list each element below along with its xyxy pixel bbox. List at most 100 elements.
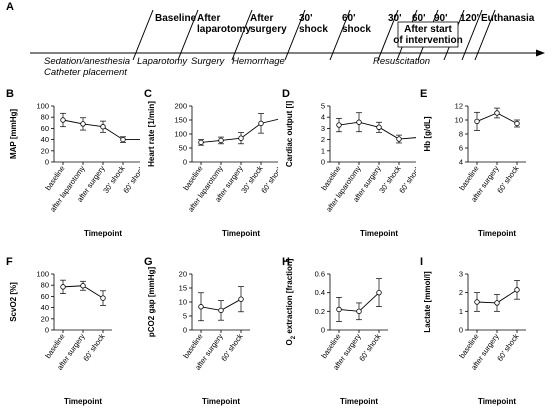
y-tick-label-0: 0	[321, 326, 325, 335]
y-tick-label-0: 0	[321, 158, 325, 167]
x-axis-label: Timepoint	[64, 397, 102, 406]
data-point-0	[198, 304, 204, 310]
y-tick-label-2: 100	[174, 130, 187, 139]
y-tick-label-2: 10	[179, 298, 187, 307]
panel-d: D 0 1 2 3 4 5 Cardiac output [l] baseline after …	[278, 86, 428, 248]
data-point-0	[60, 284, 66, 290]
y-tick-label-0: 0	[183, 158, 187, 167]
phase-label-laparotomy: Laparotomy	[137, 56, 188, 67]
y-tick-label-3: 10	[455, 116, 463, 125]
y-tick-label-1: 0.2	[315, 307, 325, 316]
timeline-label-r60: 60'	[412, 13, 426, 24]
panel-label-b: B	[6, 88, 14, 100]
y-tick-label-4: 12	[455, 102, 463, 111]
series-line	[338, 121, 420, 140]
y-tick-label-0: 4	[459, 158, 463, 167]
data-point-0	[198, 139, 204, 146]
timeline-label-r30-line-0: 30'	[388, 13, 402, 24]
y-tick-label-2: 40	[41, 303, 49, 312]
x-axis-label: Timepoint	[222, 229, 260, 238]
y-tick-label-5: 100	[36, 270, 49, 279]
timeline-label-after-surgery-line-0: After	[250, 13, 273, 24]
panel-label-d: D	[282, 88, 290, 100]
y-tick-label-1: 20	[41, 146, 49, 155]
y-tick-label-3: 15	[179, 284, 187, 293]
timeline-label-after-laparotomy: After laparotomy	[197, 13, 251, 35]
y-tick-label-1: 1	[321, 146, 325, 155]
y-tick-label-2: 2	[459, 288, 463, 297]
timeline-arrowhead	[536, 49, 545, 57]
y-tick-label-1: 50	[179, 144, 187, 153]
panel-label-c: C	[144, 88, 152, 100]
timeline-label-60-shock: 60' shock	[342, 13, 371, 35]
timeline-label-30-shock-line-1: shock	[299, 24, 328, 35]
timeline-axis	[30, 49, 545, 57]
intervention-box-line-1: of intervention	[393, 35, 462, 46]
timeline-label-r120-line-0: 120'	[460, 13, 479, 24]
y-tick-label-3: 3	[459, 270, 463, 279]
timeline-label-euthanasia-line-0: Euthanasia	[481, 13, 535, 24]
timeline-label-after-laparotomy-line-1: laparotomy	[197, 24, 251, 35]
x-axis-label: Timepoint	[478, 229, 516, 238]
phase-label-hemorrhage: Hemorrhage	[232, 56, 285, 67]
timeline-label-baseline-line-0: Baseline	[155, 13, 197, 24]
timeline-label-after-surgery-line-1: surgery	[250, 24, 287, 35]
y-axis-label: O2 extraction [fraction]	[285, 258, 297, 345]
data-point-1	[494, 110, 500, 116]
y-tick-label-0: 0	[45, 158, 49, 167]
intervention-box	[397, 21, 459, 48]
timeline-label-r60-line-0: 60'	[412, 13, 426, 24]
timeline-marker-2	[231, 9, 253, 61]
y-tick-label-2: 8	[459, 130, 463, 139]
data-point-0	[336, 306, 342, 313]
timeline-label-60-shock-line-0: 60'	[342, 13, 356, 24]
timeline-marker-0	[132, 9, 154, 61]
timeline-label-after-surgery: After surgery	[250, 13, 287, 35]
panel-label-i: I	[420, 256, 424, 268]
y-tick-label-1: 1	[459, 307, 463, 316]
y-axis-label-sub: 2	[291, 335, 297, 339]
y-tick-label-3: 60	[41, 124, 49, 133]
y-axis-label: MAP [mmHg]	[9, 109, 18, 159]
y-axis-label: Heart rate [1/min]	[147, 101, 156, 167]
data-point-1	[80, 283, 86, 289]
phase-label-resuscitation: Resuscitation	[373, 56, 430, 67]
data-point-0	[336, 122, 342, 128]
panel-f: F 0 20 40 60 80 100 ScvO2 [%] baseline after sur…	[2, 254, 140, 412]
data-point-2	[100, 124, 106, 130]
y-axis-label: Hb [g/dL]	[423, 116, 432, 151]
timeline-label-30-shock-line-0: 30'	[299, 13, 313, 24]
timeline-label-r90-line-0: 90'	[434, 13, 448, 24]
timeline-marker-5	[377, 9, 399, 61]
y-tick-label-4: 20	[179, 270, 187, 279]
data-point-1	[356, 119, 362, 125]
y-axis-label: Cardiac output [l]	[285, 101, 294, 168]
y-tick-label-1: 20	[41, 314, 49, 323]
y-tick-label-0: 0	[459, 326, 463, 335]
o2-extraction-chart: 00.20.40.6O2 extraction [fraction]baseli…	[285, 258, 388, 406]
data-point-2	[376, 289, 382, 296]
timeline-label-r90: 90'	[434, 13, 448, 24]
y-tick-label-1: 5	[183, 312, 187, 321]
y-tick-label-0: 0	[45, 326, 49, 335]
data-point-2	[238, 296, 244, 302]
data-point-3	[120, 136, 126, 143]
data-point-2	[100, 295, 106, 301]
y-tick-label-3: 150	[174, 116, 187, 125]
data-point-2	[238, 135, 244, 141]
data-point-1	[494, 300, 500, 306]
phase-label-surgery-line-0: Surgery	[191, 56, 226, 67]
data-point-2	[514, 287, 520, 293]
panel-c: C 0 50 100 150 200 Heart rate [1/min] baseline…	[140, 86, 290, 248]
data-point-0	[60, 117, 66, 123]
timeline-marker-9	[461, 9, 483, 61]
y-tick-label-4: 4	[321, 113, 325, 122]
timeline-marker-3	[284, 9, 306, 61]
x-axis-label: Timepoint	[360, 229, 398, 238]
y-tick-label-5: 5	[321, 102, 325, 111]
